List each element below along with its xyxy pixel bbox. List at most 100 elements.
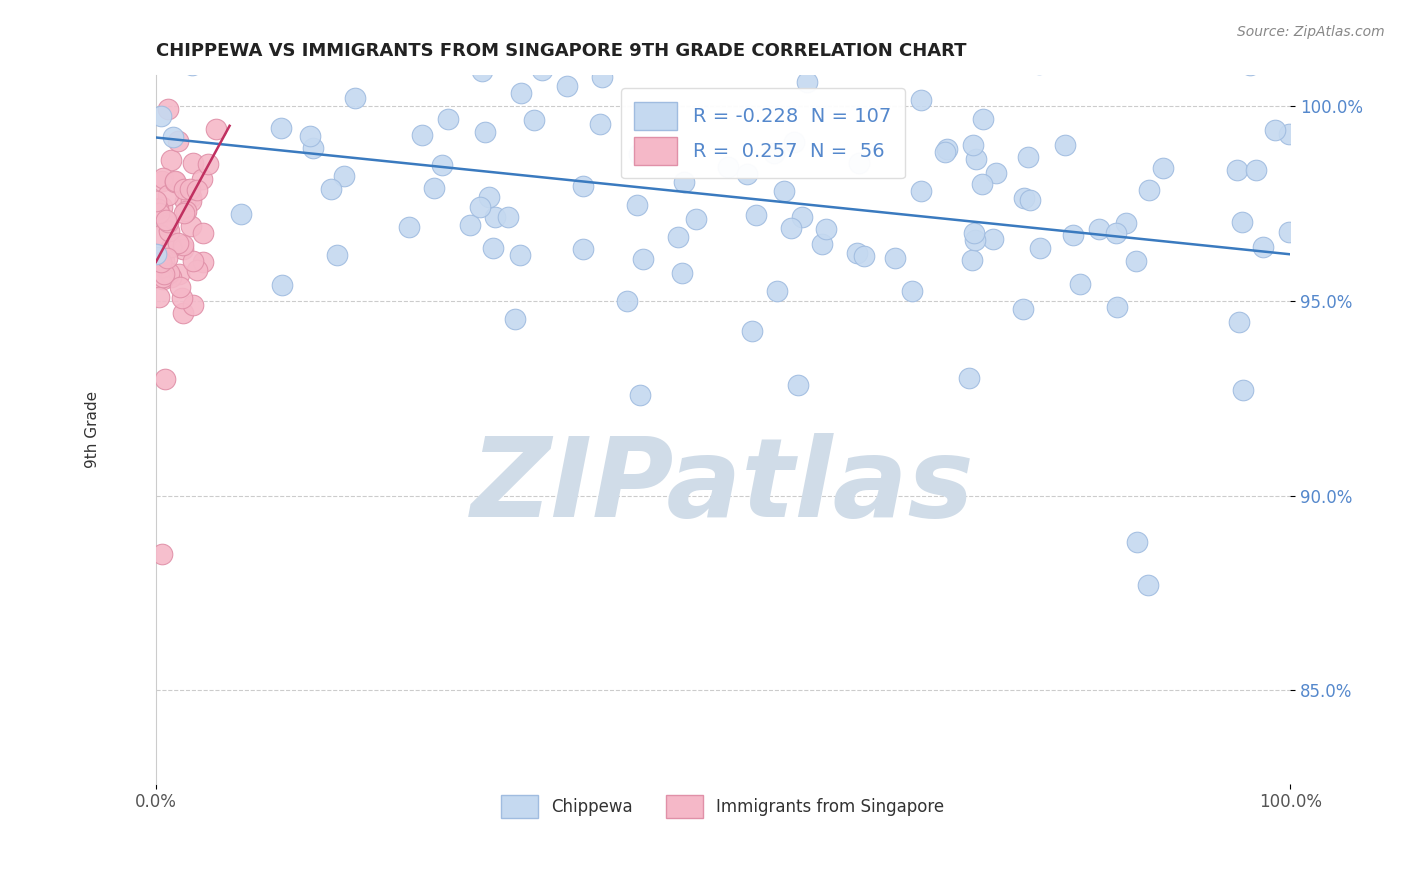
Point: [173, 194, 195, 209]
Point: [157, 224, 180, 238]
Point: [957, 371, 980, 385]
Point: [193, 255, 215, 269]
Point: [156, 215, 179, 229]
Point: [169, 280, 191, 294]
Point: [741, 324, 763, 338]
Point: [186, 263, 208, 277]
Point: [468, 200, 491, 214]
Point: [811, 237, 834, 252]
Point: [972, 112, 994, 126]
Point: [1115, 216, 1137, 230]
Point: [186, 182, 208, 196]
Point: [901, 284, 924, 298]
Point: [165, 175, 187, 189]
Point: [963, 227, 986, 241]
Point: [191, 172, 214, 186]
Point: [591, 70, 613, 84]
Point: [167, 134, 190, 148]
Point: [589, 117, 612, 131]
Point: [1137, 578, 1160, 592]
Point: [671, 266, 693, 280]
Point: [344, 91, 367, 105]
Point: [685, 211, 707, 226]
Point: [745, 208, 768, 222]
Point: [149, 227, 172, 242]
Text: Source: ZipAtlas.com: Source: ZipAtlas.com: [1237, 25, 1385, 39]
Point: [633, 252, 655, 266]
Point: [1239, 58, 1261, 72]
Point: [765, 284, 787, 298]
Point: [482, 241, 505, 255]
Point: [717, 161, 740, 175]
Point: [787, 378, 810, 392]
Point: [963, 233, 986, 247]
Point: [1053, 137, 1076, 152]
Point: [271, 277, 294, 292]
Point: [170, 291, 193, 305]
Point: [254, 35, 277, 49]
Point: [302, 141, 325, 155]
Text: ZIPatlas: ZIPatlas: [471, 433, 974, 540]
Point: [627, 147, 650, 161]
Point: [193, 226, 215, 240]
Point: [910, 94, 932, 108]
Point: [155, 372, 177, 386]
Point: [792, 210, 814, 224]
Point: [509, 248, 531, 262]
Point: [471, 63, 494, 78]
Point: [145, 247, 167, 261]
Point: [883, 251, 905, 265]
Point: [146, 202, 169, 216]
Point: [156, 251, 179, 265]
Point: [484, 210, 506, 224]
Point: [179, 182, 201, 196]
Point: [814, 221, 837, 235]
Point: [1012, 302, 1035, 317]
Point: [205, 122, 228, 136]
Point: [180, 194, 202, 209]
Point: [1264, 123, 1286, 137]
Point: [763, 145, 786, 160]
Point: [326, 248, 349, 262]
Point: [172, 306, 194, 320]
Point: [145, 194, 167, 209]
Point: [173, 182, 195, 196]
Point: [160, 270, 183, 285]
Point: [150, 174, 173, 188]
Point: [1069, 277, 1091, 292]
Point: [1244, 163, 1267, 178]
Point: [1062, 227, 1084, 242]
Point: [437, 112, 460, 126]
Point: [319, 182, 342, 196]
Point: [183, 298, 205, 312]
Point: [181, 156, 204, 170]
Point: [1226, 162, 1249, 177]
Point: [411, 128, 433, 142]
Point: [503, 311, 526, 326]
Point: [474, 125, 496, 139]
Point: [555, 78, 578, 93]
Y-axis label: 9th Grade: 9th Grade: [86, 391, 100, 468]
Point: [155, 212, 177, 227]
Point: [150, 200, 173, 214]
Point: [965, 152, 987, 166]
Point: [157, 188, 180, 202]
Legend: Chippewa, Immigrants from Singapore: Chippewa, Immigrants from Singapore: [495, 788, 952, 825]
Point: [1152, 161, 1174, 176]
Point: [422, 181, 444, 195]
Point: [152, 270, 174, 285]
Point: [852, 249, 875, 263]
Point: [150, 547, 173, 561]
Point: [156, 219, 179, 233]
Point: [783, 136, 806, 150]
Point: [1125, 253, 1147, 268]
Point: [181, 253, 204, 268]
Point: [1137, 183, 1160, 197]
Point: [523, 112, 546, 127]
Point: [152, 170, 174, 185]
Point: [962, 138, 984, 153]
Point: [172, 238, 194, 252]
Point: [530, 63, 553, 78]
Point: [672, 175, 695, 189]
Point: [173, 206, 195, 220]
